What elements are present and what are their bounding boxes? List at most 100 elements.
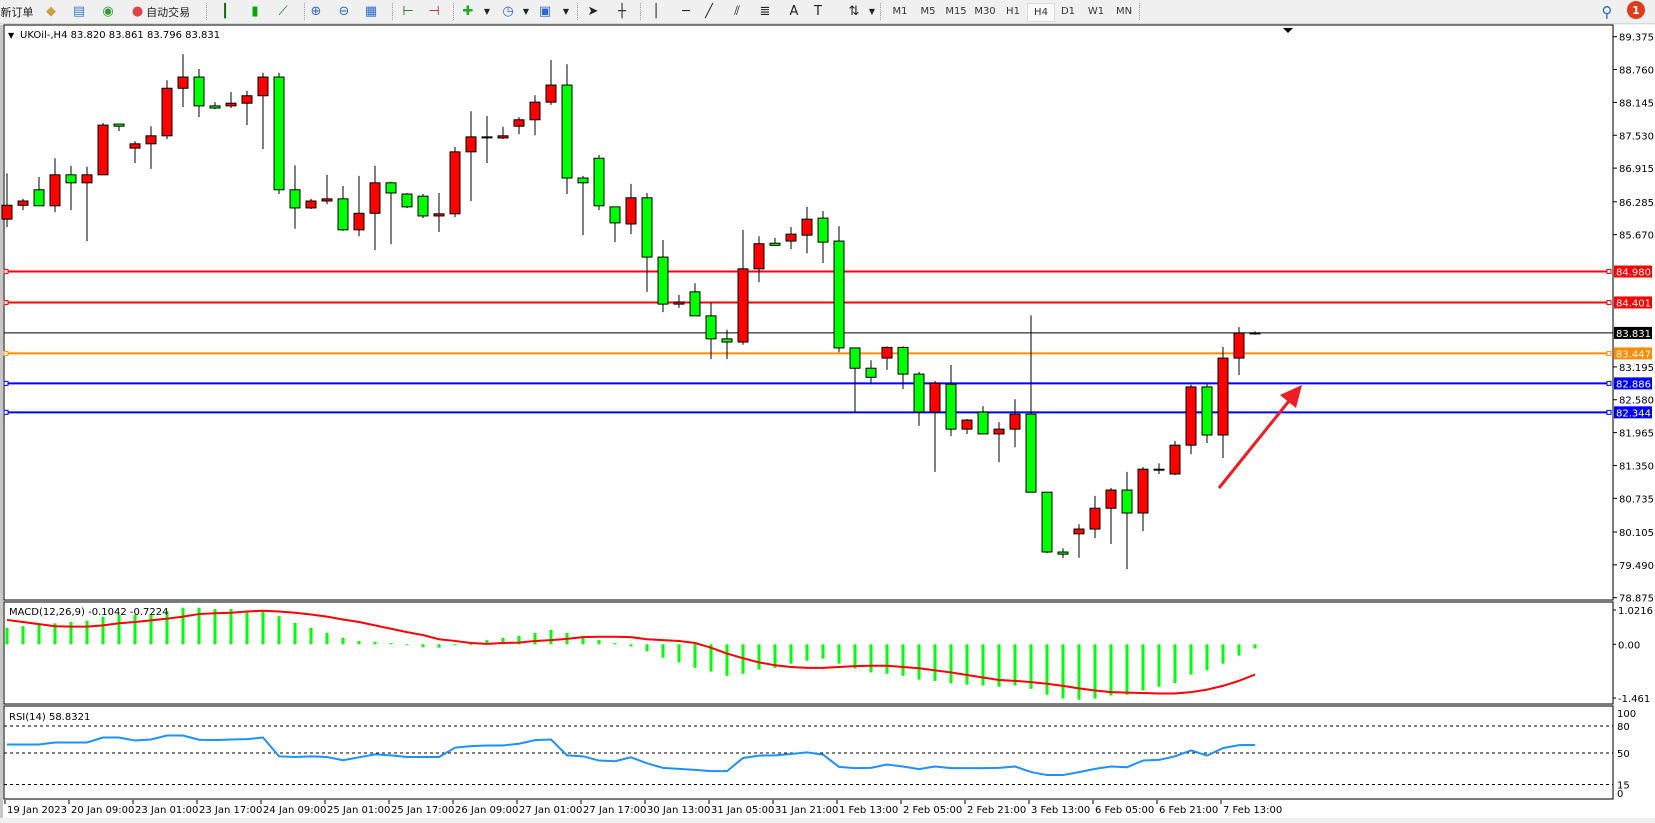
level-handle[interactable] [1606,350,1612,356]
text-icon[interactable]: A [789,4,799,19]
timeframe-d1[interactable]: D1 [1060,6,1076,17]
auto-scroll-icon[interactable]: ⊢ [402,4,414,19]
templates-icon[interactable]: ▣ [538,4,552,19]
chart-shift-marker[interactable] [1283,28,1293,33]
price-level-box [1614,265,1652,278]
bar-chart-icon[interactable]: ┃ [221,4,229,19]
rsi-line [7,734,1256,777]
candle-body [1201,386,1213,436]
market-watch-icon[interactable]: ◆ [46,4,56,19]
candle [1249,331,1261,335]
macd-histogram-bar [965,644,969,685]
level-handle[interactable] [1606,380,1612,386]
candle [97,122,109,176]
candle-body [1089,507,1101,530]
candle-body [545,84,557,103]
candle [673,295,685,308]
timeframe-m5[interactable]: M5 [920,6,936,17]
level-handle[interactable] [3,269,9,275]
candle-body [433,213,445,217]
macd-histogram-bar [341,638,345,645]
search-icon[interactable]: ⚲ [1601,2,1613,21]
macd-histogram-bar [181,607,185,645]
macd-histogram-bar [917,644,921,680]
candle-body [881,346,893,359]
candle-body [625,197,637,225]
text-label-icon[interactable]: T [814,4,822,19]
level-handle[interactable] [1606,409,1612,415]
candlestick-icon[interactable]: ▮ [251,4,259,19]
fibonacci-icon[interactable]: ≣ [759,4,771,19]
timeframe-m30[interactable]: M30 [974,6,996,17]
price-level-label: 84.401 [1616,298,1651,309]
arrows-icon[interactable]: ⇅ [848,4,860,19]
level-handle[interactable] [3,380,9,386]
macd-histogram-bar [85,620,89,645]
candle [273,72,285,195]
macd-histogram-bar [613,643,617,645]
crosshair-icon[interactable]: ┼ [618,4,626,19]
candle [1105,487,1117,545]
cursor-icon[interactable]: ➤ [587,4,599,19]
macd-histogram-bar [1157,644,1161,687]
candle-body [577,177,589,184]
price-tick-label: 81.350 [1619,461,1654,472]
zoom-in-icon[interactable]: ⊕ [310,4,322,19]
candle-body [673,301,685,305]
notification-badge[interactable]: 1 [1627,1,1645,19]
macd-histogram-bar [981,644,985,686]
level-handle[interactable] [1606,269,1612,275]
vertical-line-icon[interactable]: │ [652,4,660,19]
level-handle[interactable] [3,350,9,356]
macd-histogram-bar [1045,644,1049,695]
price-level-box [1614,377,1652,390]
equidistant-channel-icon[interactable]: ⫽ [734,4,740,19]
candle-body [1025,413,1037,493]
timeframe-mn[interactable]: MN [1115,6,1133,17]
macd-histogram-bar [389,643,393,645]
level-handle[interactable] [3,299,9,305]
data-window-icon[interactable]: ▤ [72,4,86,19]
macd-histogram-bar [245,611,249,645]
auto-trading-button[interactable]: ● 自动交易 [125,2,197,21]
chart-shift-icon[interactable]: ⊣ [428,4,440,19]
candle-body [161,87,173,137]
periods-icon[interactable]: ◷ [502,4,514,19]
macd-histogram-bar [453,644,457,646]
candle-body [897,346,909,375]
timeframe-m15[interactable]: M15 [945,6,967,17]
candle-body [145,135,157,145]
dropdown-arrow-icon[interactable]: ▼ [522,7,530,16]
candle [1089,495,1101,539]
timeframe-m1[interactable]: M1 [892,6,908,17]
navigator-icon[interactable]: ◉ [102,4,114,19]
time-tick-label: 30 Jan 13:00 [647,805,710,816]
indicators-icon[interactable]: ✚ [462,4,474,19]
dropdown-arrow-icon[interactable]: ▼ [483,7,491,16]
main-chart-panel[interactable] [3,24,1614,601]
dropdown-arrow-icon[interactable]: ▼ [868,7,876,16]
zoom-out-icon[interactable]: ⊖ [338,4,350,19]
timeframe-h1[interactable]: H1 [1006,6,1020,17]
candle-body [417,195,429,217]
timeframe-h4[interactable]: H4 [1027,3,1055,22]
candle-body [497,135,509,139]
trendline-icon[interactable]: ╱ [705,4,713,19]
candle [801,206,813,254]
annotation-arrow[interactable] [1217,385,1302,489]
candle [1057,548,1069,558]
level-handle[interactable] [1606,299,1612,305]
collapse-triangle-icon[interactable]: ▼ [8,31,15,40]
timeframe-w1[interactable]: W1 [1087,6,1105,17]
macd-histogram-bar [1253,644,1257,649]
horizontal-line-icon[interactable]: ─ [682,4,690,19]
dropdown-arrow-icon[interactable]: ▼ [562,7,570,16]
line-chart-icon[interactable]: ⟋ [278,4,288,19]
new-order-button[interactable]: 新订单 [0,2,34,21]
level-handle[interactable] [3,409,9,415]
tile-windows-icon[interactable]: ▦ [364,4,378,19]
candle-body [561,84,573,179]
candle-body [481,136,493,139]
candle [1,173,13,228]
